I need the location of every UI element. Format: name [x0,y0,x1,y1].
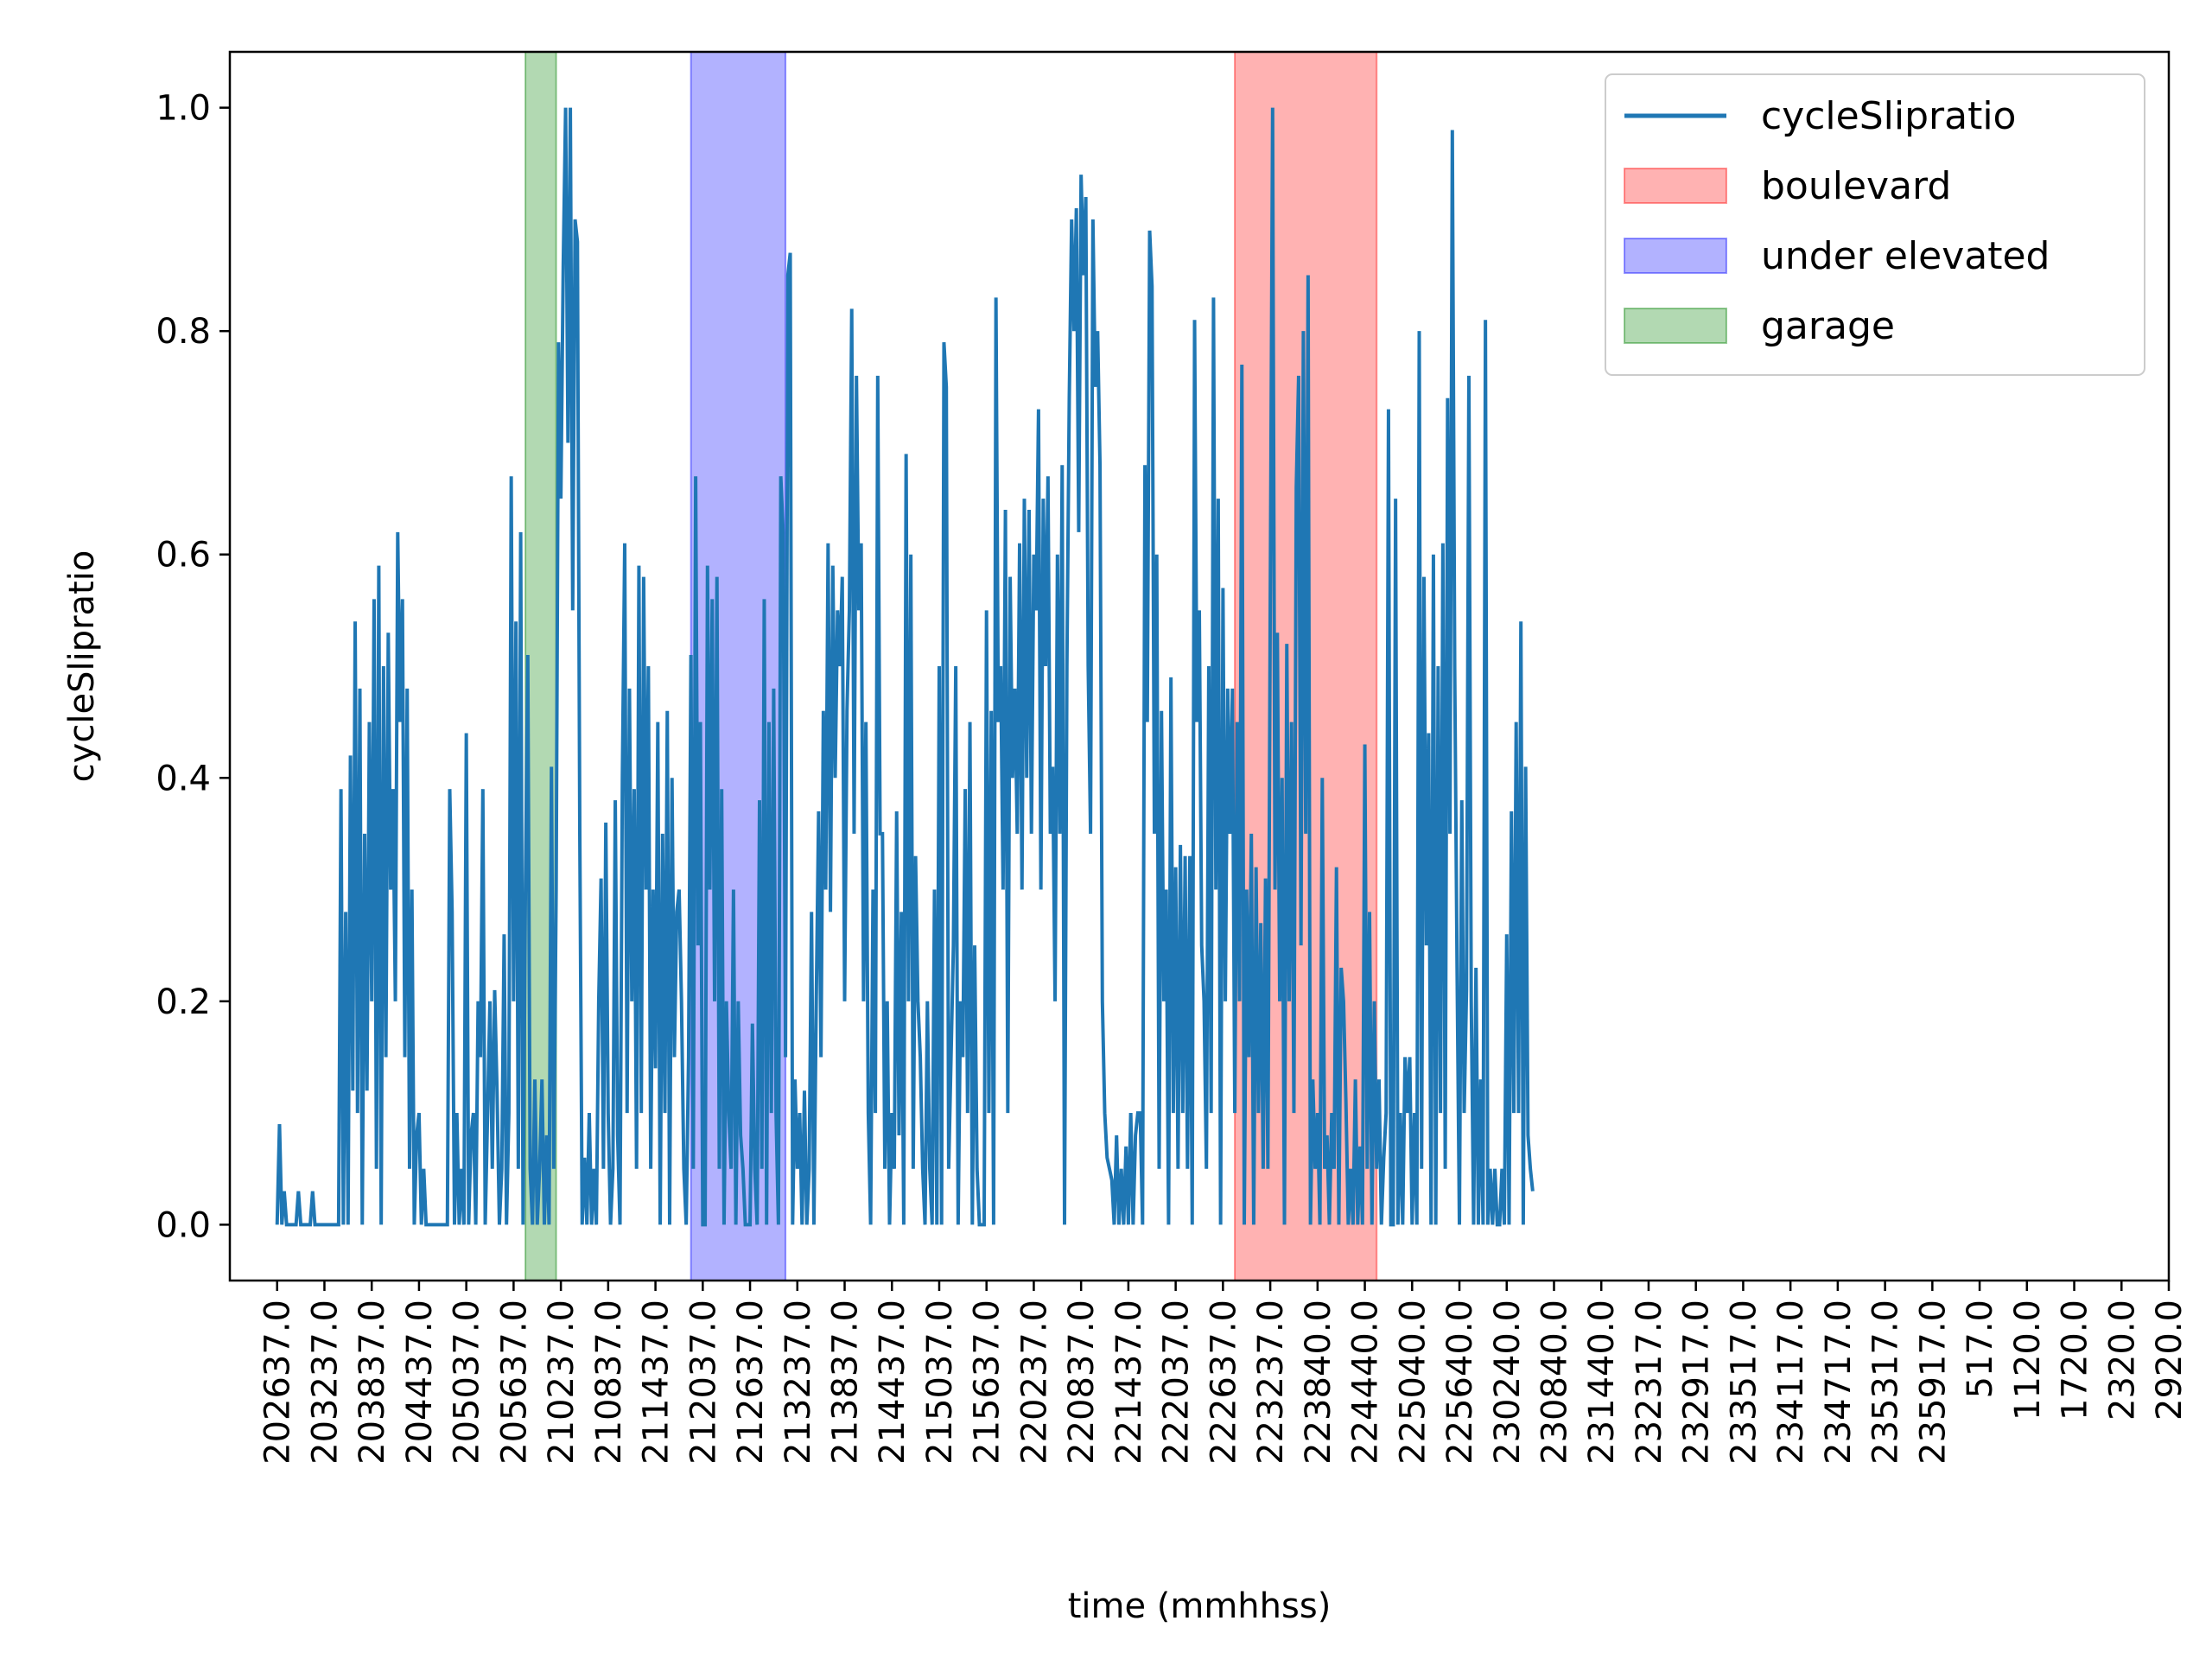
x-tick-label: 233517.0 [1724,1300,1764,1465]
x-tick-label: 214437.0 [873,1300,912,1465]
x-tick-label: 203837.0 [353,1300,392,1465]
x-tick-label: 215637.0 [968,1300,1007,1465]
x-tick-label: 232917.0 [1677,1300,1717,1465]
line-layer [275,107,1535,1227]
x-tick-label: 222637.0 [1204,1300,1243,1465]
x-tick-label: 213237.0 [779,1300,818,1465]
series-line-cycleSlipratio [275,107,1535,1227]
x-tick-label: 230840.0 [1535,1300,1574,1465]
y-tick-label: 0.4 [156,759,211,798]
x-tick-label: 210837.0 [589,1300,629,1465]
x-tick-label: 210237.0 [542,1300,582,1465]
plot-frame [228,50,2171,1282]
x-tick-label: 220237.0 [1014,1300,1054,1465]
x-tick-label: 1720.0 [2056,1300,2095,1421]
x-tick-label: 225040.0 [1393,1300,1433,1465]
y-tick-label: 1.0 [156,89,211,129]
x-tick-label: 212037.0 [683,1300,723,1465]
x-axis-title: time (mmhhss) [1068,1586,1332,1626]
x-tick-label: 213837.0 [826,1300,866,1465]
x-tick-label: 234117.0 [1771,1300,1811,1465]
x-tick-label: 222037.0 [1157,1300,1197,1465]
x-tick-label: 2320.0 [2102,1300,2142,1421]
x-tick-label: 215037.0 [920,1300,960,1465]
x-tick-label: 231440.0 [1582,1300,1622,1465]
y-axis-title: cycleSlipratio [62,550,102,783]
legend: cycleSlipratio boulevard under elevated gar… [1605,73,2145,376]
x-tick-label: 234717.0 [1819,1300,1859,1465]
legend-label: under elevated [1761,234,2050,278]
x-tick-label: 517.0 [1961,1300,2000,1399]
x-tick-label: 232317.0 [1630,1300,1669,1465]
y-tick-label: 0.6 [156,536,211,575]
x-tick-label: 212637.0 [731,1300,771,1465]
x-axis: 202637.0 203237.0 203837.0 204437.0 205037.0… [258,1281,2190,1465]
x-tick-label: 224440.0 [1346,1300,1386,1465]
legend-swatch-boulevard [1624,168,1727,204]
x-tick-label: 230240.0 [1488,1300,1528,1465]
x-tick-label: 1120.0 [2008,1300,2048,1421]
x-tick-label: 205037.0 [448,1300,487,1465]
x-tick-label: 220837.0 [1062,1300,1102,1465]
legend-label: garage [1761,304,1895,348]
x-tick-label: 2920.0 [2150,1300,2190,1421]
legend-label: boulevard [1761,164,1951,208]
x-tick-label: 223840.0 [1299,1300,1338,1465]
legend-swatch-under-elevated [1624,238,1727,274]
x-tick-label: 202637.0 [258,1300,298,1465]
y-tick-label: 0.2 [156,982,211,1022]
x-tick-label: 205637.0 [494,1300,534,1465]
legend-box [1605,73,2145,376]
legend-label: cycleSlipratio [1761,94,2016,138]
x-tick-label: 211437.0 [637,1300,677,1465]
x-tick-label: 223237.0 [1251,1300,1291,1465]
x-tick-label: 225640.0 [1440,1300,1480,1465]
legend-swatch-garage [1624,308,1727,344]
y-tick-label: 0.0 [156,1205,211,1245]
y-axis: 0.0 0.2 0.4 0.6 0.8 1.0 [156,89,230,1245]
x-tick-label: 204437.0 [400,1300,440,1465]
x-tick-label: 221437.0 [1109,1300,1149,1465]
x-tick-label: 203237.0 [305,1300,345,1465]
y-tick-label: 0.8 [156,312,211,352]
x-tick-label: 235917.0 [1913,1300,1953,1465]
x-tick-label: 235317.0 [1866,1300,1906,1465]
